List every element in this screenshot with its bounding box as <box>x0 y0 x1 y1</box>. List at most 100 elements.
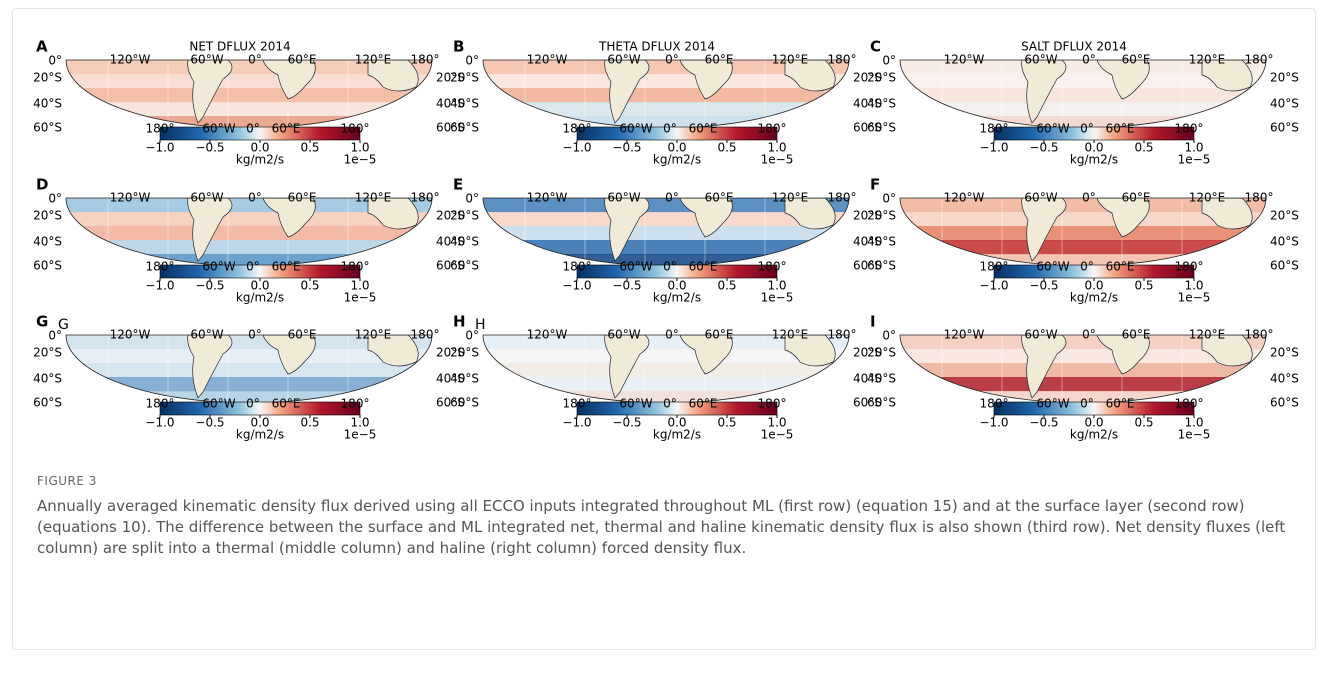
lon-label: 60°W <box>1036 122 1069 136</box>
flux-band <box>483 226 849 241</box>
lat-label: 60°S <box>450 121 479 135</box>
panel-title: SALT DFLUX 2014 <box>1021 40 1127 54</box>
colorbar-tick-label: −1.0 <box>562 279 591 293</box>
flux-band <box>483 254 849 266</box>
flux-band <box>66 212 432 227</box>
lat-label: 60°S <box>1270 396 1299 410</box>
land <box>367 198 419 230</box>
colorbar-offset: 1e−5 <box>1178 291 1211 305</box>
panel: I 120°W 60°W 0° 60°E 120°E 180° 0° 20°S 40°S 60°S 2… <box>867 313 1299 442</box>
lon-label: 180° <box>341 260 370 274</box>
lon-label: 180° <box>341 397 370 411</box>
lat-label: 60°S <box>436 259 465 273</box>
lon-label: 180° <box>1245 53 1274 67</box>
lat-label: 40°S <box>853 97 882 111</box>
flux-band <box>900 254 1266 266</box>
lat-label: 40°S <box>853 372 882 386</box>
flux-band <box>900 212 1266 227</box>
lat-label: 40°S <box>33 372 62 386</box>
flux-band <box>66 226 432 241</box>
lon-label: 60°E <box>705 53 734 67</box>
lat-label: 40°S <box>450 97 479 111</box>
colorbar-offset: 1e−5 <box>761 291 794 305</box>
inner-label: H <box>475 317 486 333</box>
lon-label: 60°E <box>272 397 301 411</box>
panel-letter: D <box>36 176 48 194</box>
lon-label: 180° <box>411 191 440 205</box>
caption-label: FIGURE 3 <box>37 474 97 488</box>
lat-label: 20°S <box>867 71 896 85</box>
colorbar <box>576 126 778 141</box>
lon-label: 120°W <box>944 53 985 67</box>
land <box>1201 335 1253 367</box>
lon-label: 180° <box>828 191 857 205</box>
lon-label: 60°E <box>288 328 317 342</box>
lon-label: 0° <box>246 122 260 136</box>
lat-label: 20°S <box>450 209 479 223</box>
flux-band <box>483 212 849 227</box>
lon-label: 0° <box>1082 191 1096 205</box>
panel: B THETA DFLUX 2014 120°W 60°W 0° 60°E 120°E 180… <box>450 38 882 167</box>
lon-label: 180° <box>828 328 857 342</box>
colorbar-offset: 1e−5 <box>761 428 794 442</box>
colorbar-tick-label: 1.0 <box>767 279 786 293</box>
lon-label: 180° <box>146 260 175 274</box>
land <box>187 335 233 399</box>
flux-band <box>900 60 1266 75</box>
lat-label: 60°S <box>853 396 882 410</box>
lat-label: 40°S <box>1270 235 1299 249</box>
lat-label: 60°S <box>33 396 62 410</box>
colorbar <box>993 126 1195 141</box>
flux-band <box>900 335 1266 350</box>
colorbar-tick-label: −1.0 <box>979 279 1008 293</box>
lon-label: 0° <box>246 397 260 411</box>
colorbar-tick-label: −1.0 <box>145 279 174 293</box>
lat-label: 60°S <box>450 259 479 273</box>
lon-label: 60°E <box>689 260 718 274</box>
lat-label: 20°S <box>436 209 465 223</box>
panel-letter: H <box>453 313 466 331</box>
lon-label: 60°W <box>1024 191 1057 205</box>
lat-label: 20°S <box>436 71 465 85</box>
colorbar <box>993 401 1195 416</box>
flux-band <box>66 377 432 392</box>
colorbar-tick-label: −1.0 <box>562 141 591 155</box>
flux-band <box>483 74 849 89</box>
colorbar-tick-label: −1.0 <box>145 416 174 430</box>
colorbar-unit: kg/m2/s <box>236 153 284 167</box>
lon-label: 180° <box>828 53 857 67</box>
panel-letter: I <box>870 313 876 331</box>
lon-label: 0° <box>1082 53 1096 67</box>
flux-band <box>900 226 1266 241</box>
colorbar-tick-label: −1.0 <box>145 141 174 155</box>
lat-label: 60°S <box>867 259 896 273</box>
colorbar-tick-label: 1.0 <box>1184 141 1203 155</box>
land <box>367 335 419 367</box>
figure: A NET DFLUX 2014 120°W 60°W 0° 60°E 120°E 180° 0… <box>33 38 1299 442</box>
colorbar-offset: 1e−5 <box>344 428 377 442</box>
lon-label: 120°E <box>1189 191 1226 205</box>
land <box>367 60 419 92</box>
colorbar-tick-label: 1.0 <box>1184 279 1203 293</box>
flux-band <box>900 240 1266 255</box>
colorbar-tick-label: 0.5 <box>300 141 319 155</box>
colorbar <box>576 401 778 416</box>
colorbar <box>159 126 361 141</box>
lon-label: 60°W <box>1036 260 1069 274</box>
lat-label: 0° <box>882 192 896 206</box>
lat-label: 60°S <box>853 121 882 135</box>
inner-label: G <box>58 317 69 333</box>
panel-letter: F <box>870 176 880 194</box>
panel-letter: C <box>870 38 881 56</box>
panel-letter: B <box>453 38 464 56</box>
lat-label: 20°S <box>450 346 479 360</box>
lon-label: 60°W <box>607 191 640 205</box>
lat-label: 40°S <box>450 372 479 386</box>
colorbar-tick-label: −1.0 <box>562 416 591 430</box>
colorbar <box>993 264 1195 279</box>
lon-label: 120°E <box>355 53 392 67</box>
colorbar-tick-label: 1.0 <box>767 141 786 155</box>
colorbar-tick-label: 1.0 <box>350 416 369 430</box>
land <box>262 60 316 100</box>
